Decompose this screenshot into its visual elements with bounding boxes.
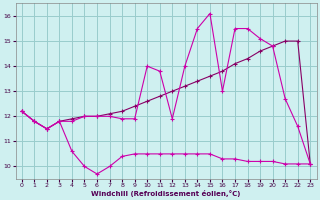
X-axis label: Windchill (Refroidissement éolien,°C): Windchill (Refroidissement éolien,°C)	[91, 190, 241, 197]
